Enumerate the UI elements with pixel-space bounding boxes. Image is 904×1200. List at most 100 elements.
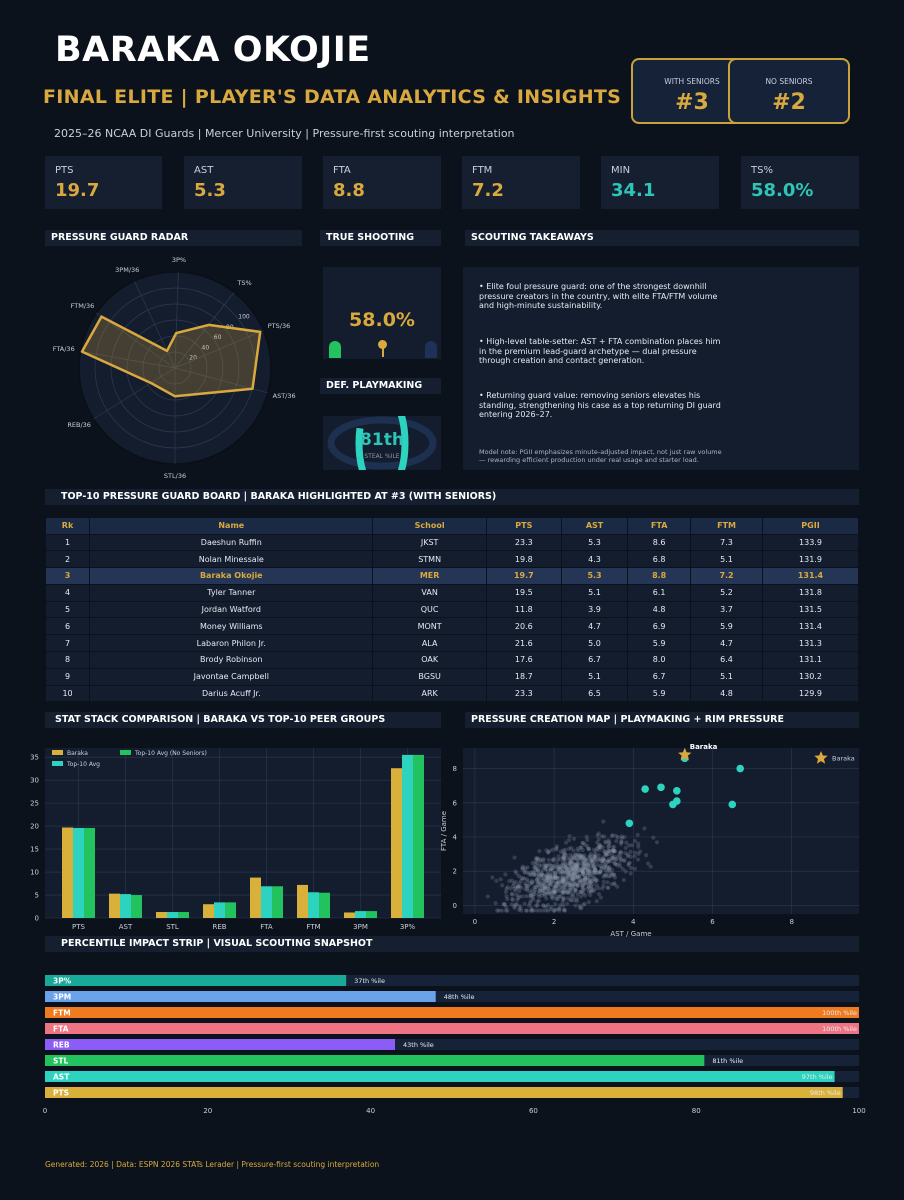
table-row[interactable]: 8 Brody Robinson OAK 17.6 6.7 8.0 6.4 131.1 bbox=[46, 652, 858, 668]
map-population-point bbox=[607, 849, 612, 854]
map-population-point bbox=[509, 878, 515, 883]
map-population-point bbox=[612, 881, 617, 886]
strip-value-label: 43th %ile bbox=[403, 1041, 434, 1049]
map-population-point bbox=[614, 857, 619, 862]
map-population-point bbox=[606, 874, 612, 879]
map-population-point bbox=[558, 869, 563, 874]
map-population-point bbox=[559, 869, 564, 874]
map-population-point bbox=[600, 845, 605, 850]
map-population-point bbox=[586, 846, 591, 851]
map-population-point bbox=[536, 872, 541, 877]
stat-card-ftm: FTM 7.2 bbox=[462, 156, 580, 209]
map-population-point bbox=[603, 852, 608, 857]
map-population-point bbox=[577, 903, 582, 909]
table-row[interactable]: 10 Darius Acuff Jr. ARK 23.3 6.5 5.9 4.8 129.9 bbox=[46, 685, 858, 702]
map-population-point bbox=[562, 881, 567, 886]
stack-bar-pts bbox=[62, 827, 73, 918]
map-population-point bbox=[612, 882, 617, 887]
map-population-point bbox=[556, 879, 562, 884]
map-population-point bbox=[571, 876, 576, 881]
map-population-point bbox=[553, 883, 558, 889]
map-population-point bbox=[570, 877, 575, 882]
map-population-point bbox=[539, 883, 544, 888]
map-population-point bbox=[605, 859, 610, 864]
strip-category-label: 3P% bbox=[53, 977, 72, 986]
table-row[interactable]: 3 Baraka Okojie MER 19.7 5.3 8.8 7.2 131.4 bbox=[46, 568, 858, 584]
map-population-point bbox=[551, 865, 556, 870]
radar-chart: 20406080100PTS/36AST/36STL/36REB/36FTA/3… bbox=[53, 256, 296, 480]
table-row[interactable]: 6 Money Williams MONT 20.6 4.7 6.9 5.9 131.4 bbox=[46, 618, 858, 635]
table-row[interactable]: 7 Labaron Philon Jr. ALA 21.6 5.0 5.9 4.7 131.3 bbox=[46, 635, 858, 652]
map-population-point bbox=[571, 894, 576, 899]
map-population-point bbox=[532, 889, 537, 894]
map-population-point bbox=[608, 871, 614, 876]
table-row[interactable]: 5 Jordan Watford QUC 11.8 3.9 4.8 3.7 131.5 bbox=[46, 601, 858, 618]
map-population-point bbox=[570, 873, 575, 878]
map-population-point bbox=[605, 869, 610, 875]
map-population-point bbox=[606, 851, 611, 857]
takeaway-1: • Elite foul pressure guard: one of the … bbox=[479, 282, 718, 310]
map-population-point bbox=[587, 847, 592, 852]
map-population-point bbox=[553, 907, 559, 912]
map-population-point bbox=[559, 885, 565, 891]
map-population-point bbox=[587, 881, 592, 886]
map-population-point bbox=[516, 895, 521, 900]
table-cell: Tyler Tanner bbox=[90, 584, 373, 601]
map-population-point bbox=[591, 869, 597, 874]
table-cell: ARK bbox=[373, 685, 486, 702]
map-x-tick: 4 bbox=[631, 918, 636, 926]
map-population-point bbox=[536, 891, 541, 897]
map-population-point bbox=[553, 884, 558, 890]
map-population-point bbox=[503, 908, 509, 913]
map-population-point bbox=[582, 863, 587, 868]
map-population-point bbox=[554, 844, 560, 849]
map-population-point bbox=[577, 874, 582, 879]
map-population-point bbox=[555, 879, 561, 884]
map-population-point bbox=[545, 876, 550, 881]
map-population-point bbox=[568, 881, 573, 886]
map-population-point bbox=[524, 908, 529, 913]
table-cell: 5.3 bbox=[561, 534, 628, 551]
map-population-point bbox=[570, 853, 575, 859]
map-population-point bbox=[580, 869, 585, 874]
map-population-point bbox=[519, 908, 524, 913]
map-population-point bbox=[576, 874, 581, 880]
table-row[interactable]: 2 Nolan Minessale STMN 19.8 4.3 6.8 5.1 131.9 bbox=[46, 551, 858, 568]
map-population-point bbox=[559, 879, 564, 884]
map-population-point bbox=[546, 857, 551, 863]
map-population-point bbox=[588, 861, 593, 866]
map-population-point bbox=[582, 865, 587, 871]
table-cell: 5.0 bbox=[561, 635, 628, 652]
map-population-point bbox=[610, 847, 616, 853]
map-population-point bbox=[569, 856, 574, 861]
map-population-point bbox=[544, 891, 549, 896]
map-population-point bbox=[573, 903, 578, 908]
map-population-point bbox=[538, 857, 543, 862]
map-population-point bbox=[553, 873, 558, 878]
stat-card-ts: TS% 58.0% bbox=[741, 156, 859, 209]
stack-legend-swatch bbox=[52, 761, 63, 766]
map-population-point bbox=[545, 872, 551, 877]
map-population-point bbox=[544, 864, 550, 869]
map-population-point bbox=[556, 906, 561, 912]
map-population-point bbox=[548, 867, 553, 872]
map-population-point bbox=[503, 872, 508, 877]
table-cell: 19.8 bbox=[486, 551, 561, 568]
radar-axis-label: STL/36 bbox=[164, 472, 186, 480]
table-cell: BGSU bbox=[373, 668, 486, 685]
map-population-point bbox=[575, 883, 580, 889]
map-population-point bbox=[550, 863, 555, 868]
map-population-point bbox=[539, 871, 544, 876]
map-population-point bbox=[611, 848, 616, 854]
map-population-point bbox=[504, 894, 509, 899]
map-population-point bbox=[570, 856, 575, 862]
map-population-point bbox=[545, 908, 551, 913]
map-population-point bbox=[585, 862, 591, 867]
player-name: BARAKA OKOJIE bbox=[55, 30, 371, 70]
map-population-point bbox=[593, 849, 598, 854]
table-row[interactable]: 1 Daeshun Ruffin JKST 23.3 5.3 8.6 7.3 133.9 bbox=[46, 534, 858, 551]
map-population-point bbox=[558, 894, 563, 899]
table-row[interactable]: 9 Javontae Campbell BGSU 18.7 5.1 6.7 5.1 130.2 bbox=[46, 668, 858, 685]
table-row[interactable]: 4 Tyler Tanner VAN 19.5 5.1 6.1 5.2 131.8 bbox=[46, 584, 858, 601]
map-population-point bbox=[565, 855, 570, 860]
